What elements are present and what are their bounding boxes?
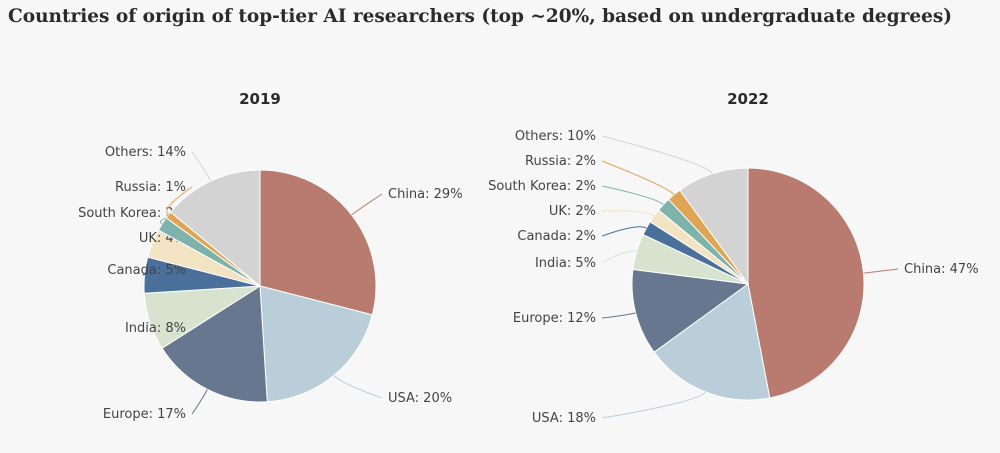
- slice-label-europe: Europe: 17%: [103, 407, 186, 422]
- slice-label-others: Others: 10%: [515, 129, 596, 144]
- pie-slice-europe: [631, 268, 750, 353]
- slice-label-europe: Europe: 12%: [513, 311, 596, 326]
- leader-line-others: [191, 151, 212, 182]
- chart-title: 2019: [239, 90, 281, 108]
- leader-line-russia: [601, 160, 675, 195]
- leader-line-uk: [601, 210, 655, 217]
- slice-label-china: China: 29%: [388, 187, 463, 202]
- slice-label-china: China: 47%: [904, 262, 979, 277]
- page-title: Countries of origin of top-tier AI resea…: [8, 6, 953, 27]
- pie-slice-others: [169, 169, 261, 288]
- pie-slice-usa: [653, 283, 771, 401]
- pie-chart-2022: 2022 China: 47% USA: 18% Europe: 12% India: …: [488, 90, 978, 426]
- leader-line-china: [863, 268, 899, 274]
- leader-line-canada: [142, 269, 193, 276]
- pie-slice-others: [679, 167, 749, 286]
- chart-title: 2022: [727, 90, 769, 108]
- slice-label-usa: USA: 18%: [532, 411, 596, 426]
- pie-slice-usa: [259, 285, 373, 403]
- slice-label-canada: Canada: 5%: [107, 263, 186, 278]
- leader-line-russia: [166, 186, 193, 216]
- leader-line-others: [601, 135, 713, 174]
- pie-chart-2019: 2019 China: 29% USA: 20% Europe: 17% India: …: [78, 90, 462, 422]
- leader-line-south-korea: [601, 185, 664, 205]
- leader-line-europe: [191, 389, 208, 415]
- slice-label-usa: USA: 20%: [388, 391, 452, 406]
- leader-line-canada: [601, 226, 647, 237]
- leader-line-india: [601, 250, 637, 264]
- pie-slice-europe: [161, 285, 268, 403]
- leader-line-europe: [601, 312, 636, 319]
- slice-label-russia: Russia: 1%: [115, 180, 186, 195]
- slice-label-south-korea: South Korea: 2%: [78, 206, 186, 221]
- pie-slice-china: [747, 167, 865, 399]
- slice-label-india: India: 8%: [125, 321, 186, 336]
- slice-label-others: Others: 14%: [105, 145, 186, 160]
- slice-label-india: India: 5%: [535, 256, 596, 271]
- slice-label-canada: Canada: 2%: [517, 229, 596, 244]
- leader-line-china: [351, 193, 383, 216]
- leader-line-india: [147, 321, 193, 329]
- slice-label-south-korea: South Korea: 2%: [488, 179, 596, 194]
- slice-label-russia: Russia: 2%: [525, 154, 596, 169]
- leader-line-usa: [333, 375, 383, 399]
- leader-line-usa: [601, 391, 706, 419]
- slice-label-uk: UK: 2%: [549, 204, 596, 219]
